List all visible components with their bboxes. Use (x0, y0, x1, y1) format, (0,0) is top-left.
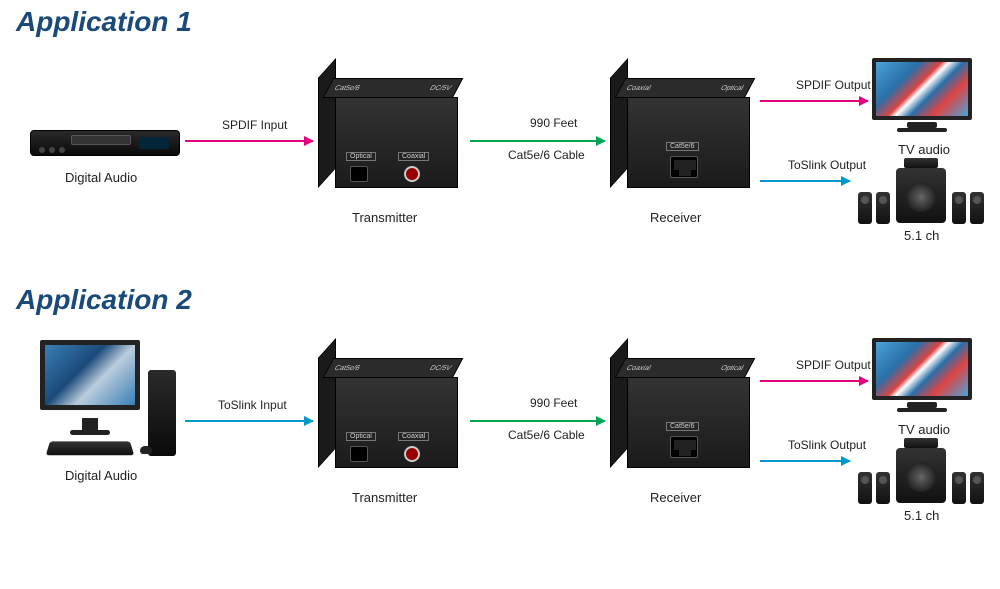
speakers-51-1 (856, 158, 986, 228)
caption-transmitter-1: Transmitter (352, 210, 417, 225)
receiver-box-2: Coaxial Optical Cat5e/6 (610, 358, 750, 468)
label-spdif-output-1: SPDIF Output (796, 78, 871, 92)
arrow-spdif-output-2 (760, 380, 868, 382)
label-cat5e6-2: Cat5e/6 Cable (508, 428, 585, 442)
heading-app2: Application 2 (16, 284, 192, 316)
tv-1 (872, 58, 972, 132)
transmitter-box-2: Cat5e/6 DC/5V Optical Coaxial (318, 358, 458, 468)
caption-receiver-2: Receiver (650, 490, 701, 505)
caption-receiver-1: Receiver (650, 210, 701, 225)
pc-digital-audio-2 (30, 340, 180, 460)
label-toslink-output-1: ToSlink Output (788, 158, 866, 172)
label-990feet-2: 990 Feet (530, 396, 577, 410)
caption-51ch-1: 5.1 ch (904, 228, 939, 243)
label-990feet-1: 990 Feet (530, 116, 577, 130)
caption-tv-audio-1: TV audio (898, 142, 950, 157)
caption-digital-audio-2: Digital Audio (65, 468, 137, 483)
digital-audio-player-1 (30, 130, 180, 156)
label-spdif-input: SPDIF Input (222, 118, 287, 132)
label-toslink-output-2: ToSlink Output (788, 438, 866, 452)
arrow-spdif-input-1 (185, 140, 313, 142)
transmitter-box-1: Cat5e/6 DC/5V Optical Coaxial (318, 78, 458, 188)
receiver-box-1: Coaxial Optical Cat5e/6 (610, 78, 750, 188)
label-toslink-input: ToSlink Input (218, 398, 287, 412)
heading-app1: Application 1 (16, 6, 192, 38)
arrow-toslink-input-2 (185, 420, 313, 422)
speakers-51-2 (856, 438, 986, 508)
arrow-ethernet-1 (470, 140, 605, 142)
arrow-toslink-output-1 (760, 180, 850, 182)
caption-digital-audio-1: Digital Audio (65, 170, 137, 185)
arrow-ethernet-2 (470, 420, 605, 422)
caption-tv-audio-2: TV audio (898, 422, 950, 437)
tv-2 (872, 338, 972, 412)
label-cat5e6-1: Cat5e/6 Cable (508, 148, 585, 162)
arrow-toslink-output-2 (760, 460, 850, 462)
caption-transmitter-2: Transmitter (352, 490, 417, 505)
arrow-spdif-output-1 (760, 100, 868, 102)
caption-51ch-2: 5.1 ch (904, 508, 939, 523)
label-spdif-output-2: SPDIF Output (796, 358, 871, 372)
